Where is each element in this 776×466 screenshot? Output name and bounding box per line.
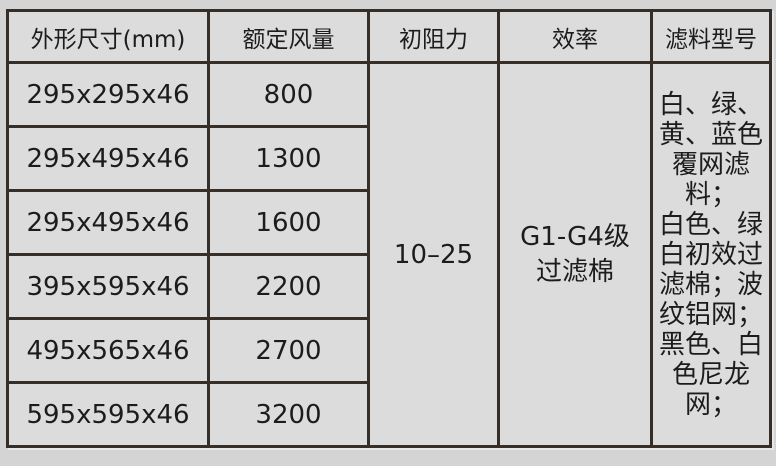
table-row: 395x595x46 2200 bbox=[6, 253, 771, 320]
table-row: 295x495x46 1600 bbox=[6, 189, 771, 256]
airflow-cell: 2200 bbox=[207, 253, 370, 320]
dimension-cell: 595x595x46 bbox=[6, 381, 210, 448]
airflow-cell: 2700 bbox=[207, 317, 370, 384]
filter-material-merged-cell: 白、绿、 黄、蓝色 覆网滤料； 白色、绿 白初效过 滤棉；波 纹铝网； 黑色、白… bbox=[650, 61, 772, 448]
airflow-cell: 1600 bbox=[207, 189, 370, 256]
dimension-cell: 295x495x46 bbox=[6, 125, 210, 192]
dimension-cell: 295x495x46 bbox=[6, 189, 210, 256]
dimension-cell: 395x595x46 bbox=[6, 253, 210, 320]
table-row: 295x495x46 1300 bbox=[6, 125, 771, 192]
initial-resistance-merged-cell: 10–25 bbox=[367, 61, 500, 448]
airflow-cell: 3200 bbox=[207, 381, 370, 448]
spec-table-region: 外形尺寸(mm) 额定风量 初阻力 效率 滤料型号 295x295x46 800… bbox=[6, 9, 772, 448]
dimension-cell: 495x565x46 bbox=[6, 317, 210, 384]
col-header-filter-material: 滤料型号 bbox=[650, 9, 772, 64]
efficiency-merged-cell: G1-G4级 过滤棉 bbox=[497, 61, 653, 448]
airflow-cell: 1300 bbox=[207, 125, 370, 192]
col-header-initial-resistance: 初阻力 bbox=[367, 9, 500, 64]
dimension-cell: 295x295x46 bbox=[6, 61, 210, 128]
airflow-cell: 800 bbox=[207, 61, 370, 128]
table-row: 295x295x46 800 10–25 G1-G4级 过滤棉 白、绿、 黄、蓝… bbox=[6, 61, 772, 448]
table-row: 595x595x46 3200 bbox=[6, 381, 771, 448]
col-header-efficiency: 效率 bbox=[497, 9, 653, 64]
header-row: 外形尺寸(mm) 额定风量 初阻力 效率 滤料型号 bbox=[6, 9, 772, 64]
col-header-dimensions: 外形尺寸(mm) bbox=[6, 9, 210, 64]
filter-specification-table: 外形尺寸(mm) 额定风量 初阻力 效率 滤料型号 295x295x46 800… bbox=[6, 9, 772, 448]
table-row: 495x565x46 2700 bbox=[6, 317, 771, 384]
col-header-rated-airflow: 额定风量 bbox=[207, 9, 370, 64]
